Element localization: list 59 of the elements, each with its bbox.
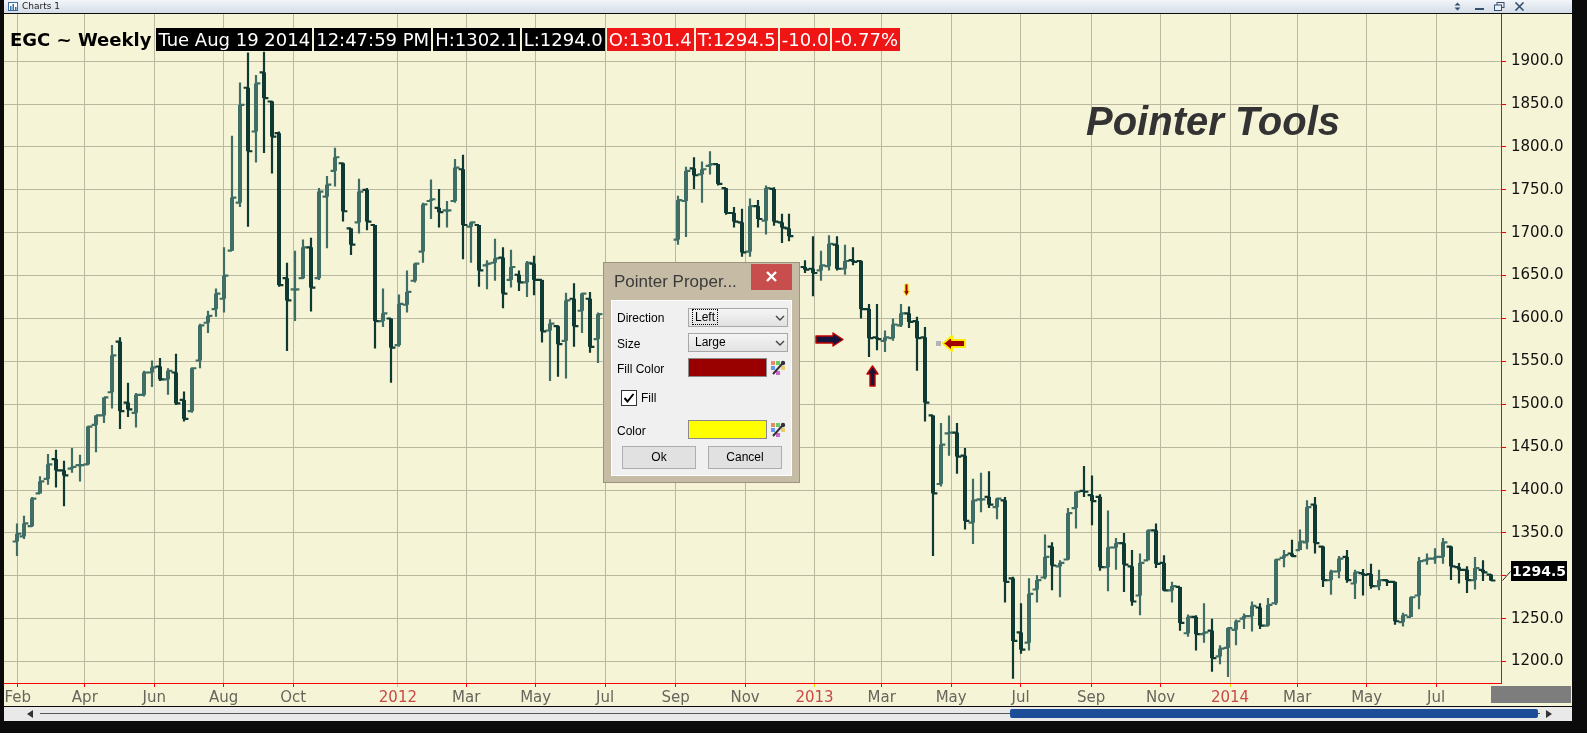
y-tick-label: 1900.0 xyxy=(1511,51,1564,70)
x-tick-label: 2013 xyxy=(795,687,834,706)
x-tick-label: May xyxy=(520,687,552,706)
x-tick-label: Jul xyxy=(1010,687,1030,706)
x-tick-label: Sep xyxy=(661,687,690,706)
x-tick-label: 2014 xyxy=(1210,687,1250,706)
x-tick-label: Mar xyxy=(452,687,482,706)
y-tick-label: 1850.0 xyxy=(1511,93,1564,112)
annotation: Size xyxy=(617,337,641,351)
annotation: L:1294.0 xyxy=(521,28,605,51)
y-tick-label: 1600.0 xyxy=(1511,308,1564,327)
title-bar: Charts 1 xyxy=(4,0,1572,13)
text: 1294.5 xyxy=(1511,560,1568,581)
x-tick-label: Aug xyxy=(209,687,239,706)
annotation: 12:47:59 PM xyxy=(314,28,432,51)
x-tick-label: Apr xyxy=(71,687,99,706)
annotation: Large xyxy=(694,335,727,349)
x-tick-label: 2012 xyxy=(378,687,417,706)
x-tick-label: Nov xyxy=(730,687,760,706)
annotation: Direction xyxy=(617,311,665,325)
x-tick-label: May xyxy=(935,687,967,706)
x-tick-label: Jul xyxy=(1426,687,1446,706)
annotation: O:1301.4 xyxy=(606,28,694,51)
y-tick-label: 1550.0 xyxy=(1511,351,1564,370)
y-tick-label: 1450.0 xyxy=(1511,437,1564,456)
y-tick-label: 1750.0 xyxy=(1511,179,1564,198)
y-tick-label: 1650.0 xyxy=(1511,265,1564,284)
annotation: Pointer Proper... xyxy=(614,272,737,292)
annotation: Fill Color xyxy=(617,362,665,376)
annotation: Left xyxy=(693,310,718,324)
y-tick-label: 1800.0 xyxy=(1511,136,1564,155)
annotation: Fill xyxy=(641,391,657,405)
y-tick-label: 1350.0 xyxy=(1511,522,1564,541)
annotation: -0.77% xyxy=(832,28,901,51)
annotation: Tue Aug 19 2014 xyxy=(156,28,313,51)
y-tick-label: 1500.0 xyxy=(1511,394,1564,413)
y-tick-label: 1200.0 xyxy=(1511,651,1564,670)
y-tick-label: 1250.0 xyxy=(1511,608,1564,627)
x-tick-label: Jun xyxy=(141,687,166,706)
x-tick-label: Oct xyxy=(280,687,307,706)
button: Cancel xyxy=(708,446,782,469)
dropdown: Large xyxy=(688,333,788,352)
x-tick-label: Mar xyxy=(1283,687,1313,706)
dropdown: Left xyxy=(688,308,788,327)
y-tick-label: 1400.0 xyxy=(1511,479,1564,498)
annotation: H:1302.1 xyxy=(433,28,520,51)
x-tick-label: Nov xyxy=(1145,687,1176,706)
annotation: T:1294.5 xyxy=(695,28,778,51)
annotation: Color xyxy=(617,424,646,438)
button: Ok xyxy=(622,446,696,469)
annotation: -10.0 xyxy=(779,28,831,51)
x-tick-label: Feb xyxy=(4,687,31,706)
y-tick-label: 1700.0 xyxy=(1511,222,1564,241)
x-tick-label: Jul xyxy=(595,687,615,706)
x-tick-label: Sep xyxy=(1077,687,1106,706)
x-tick-label: May xyxy=(1351,687,1383,706)
annotation: Pointer Tools xyxy=(1086,98,1341,145)
x-tick-label: Mar xyxy=(867,687,897,706)
text: EGC ~ Weekly xyxy=(10,28,153,51)
